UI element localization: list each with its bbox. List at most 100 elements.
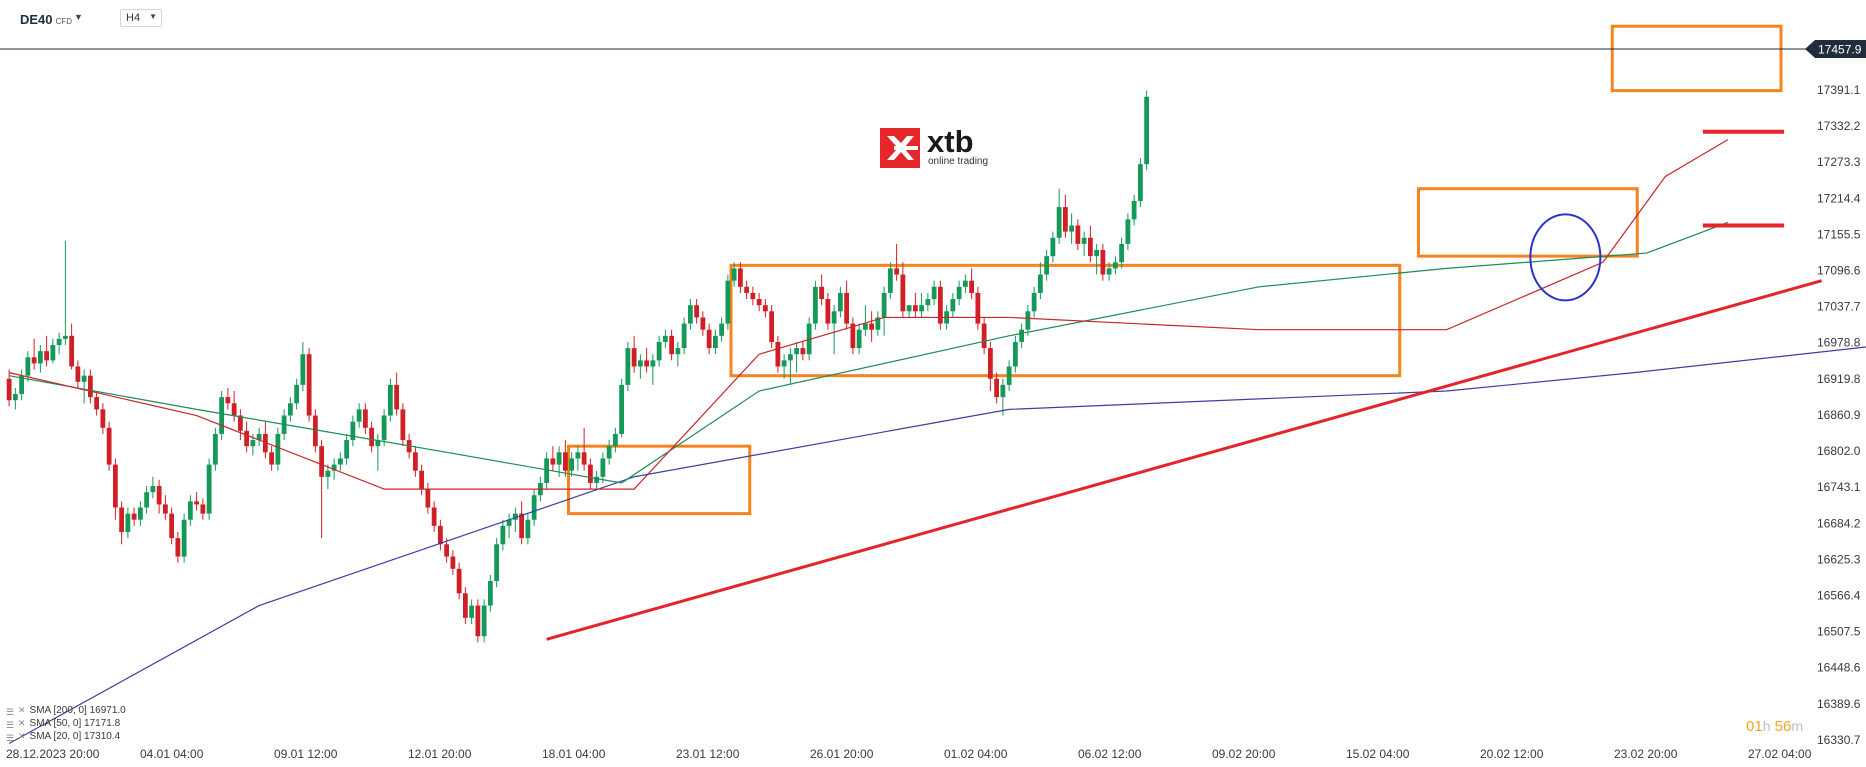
candle-body [69,335,75,367]
symbol-dropdown-icon[interactable]: ▼ [74,12,83,22]
candle-body [1112,262,1118,269]
time-tick-label: 27.02 04:00 [1748,747,1812,761]
candle-body [44,351,50,361]
range-box [567,444,752,516]
candle-body [431,507,437,526]
price-tick-label: 16860.9 [1817,408,1861,422]
candle-body [1000,384,1006,398]
candle-body [1075,225,1081,244]
candle-body [381,415,387,441]
price-tick-label: 17273.3 [1817,155,1861,169]
candle-body [356,409,362,422]
candle-body [700,317,706,330]
settings-icon[interactable]: ☰ [6,733,15,743]
candle-body [775,341,781,367]
remove-icon[interactable]: ✕ [18,705,26,715]
timeframe-dropdown-icon: ▼ [149,12,157,21]
candle-body [787,354,793,361]
candle-body [719,323,725,336]
candle-body [350,421,356,441]
candle-body [1144,96,1150,165]
candle-body [131,513,137,520]
candle-body [825,299,831,324]
candle-body [1069,225,1075,232]
price-tick-label: 16919.8 [1817,372,1861,386]
candle-body [644,360,650,367]
candle-body [587,464,593,483]
indicator-legend: ☰ ✕ SMA [200, 0] 16971.0 ☰ ✕ SMA [50, 0]… [6,704,126,743]
remove-icon[interactable]: ✕ [18,731,26,741]
timer-m-unit: m [1791,718,1804,734]
candle-body [800,348,806,355]
candle-body [225,397,231,404]
settings-icon[interactable]: ☰ [6,720,15,730]
candle-body [1119,243,1125,263]
price-tick-label: 16330.7 [1817,733,1861,747]
price-tick-label: 17332.2 [1817,119,1861,133]
candle-body [756,299,762,306]
candle-body [844,292,850,324]
legend-sma200[interactable]: ☰ ✕ SMA [200, 0] 16971.0 [6,704,126,717]
candle-body [144,492,150,508]
candle-body [375,440,381,447]
legend-label: SMA [200, 0] 16971.0 [29,705,126,716]
time-tick-label: 01.02 04:00 [944,747,1008,761]
legend-sma20[interactable]: ☰ ✕ SMA [20, 0] 17310.4 [6,730,126,743]
candle-body [1012,341,1018,367]
candle-body [769,311,775,342]
candle-body [462,593,468,618]
candle-body [575,452,581,459]
candle-body [275,433,281,465]
time-tick-label: 12.01 20:00 [408,747,472,761]
candle-body [162,504,168,514]
candle-body [100,409,106,428]
time-tick-label: 28.12.2023 20:00 [6,747,100,761]
timer-h-unit: h [1762,718,1771,734]
sma200-line [8,346,1866,745]
candle-body [425,489,431,508]
candle-body [362,409,368,428]
candle-body [37,351,43,364]
remove-icon[interactable]: ✕ [18,718,26,728]
candle-body [181,519,187,557]
legend-sma50[interactable]: ☰ ✕ SMA [50, 0] 17171.8 [6,717,126,730]
candle-body [531,495,537,520]
candle-body [650,360,656,367]
candle-body [1050,237,1056,257]
candle-body [175,538,181,557]
candle-body [894,268,900,275]
symbol-label[interactable]: DE40 CFD [20,12,72,27]
candle-body [231,403,237,416]
candle-body [1031,292,1037,312]
candle-body [600,458,606,477]
candle-body [475,605,481,637]
candle-body [194,501,200,505]
time-tick-label: 23.01 12:00 [676,747,740,761]
timeframe-select[interactable]: H4 ▼ [120,9,162,27]
sma20-line [8,139,1729,490]
candle-body [675,348,681,355]
candle-body [1056,207,1062,238]
candle-body [837,292,843,312]
candle-body [312,415,318,447]
candle-body [612,433,618,447]
candle-body [994,378,1000,398]
candle-body [831,311,837,324]
settings-icon[interactable]: ☰ [6,707,15,717]
candle-body [925,299,931,306]
candle-body [94,397,100,410]
candle-body [594,476,600,483]
candle-body [325,470,331,477]
candle-body [887,268,893,293]
candle-body [512,513,518,520]
candle-body [1025,311,1031,330]
candle-body [906,305,912,312]
current-price-tag [1805,40,1866,58]
candle-body [300,354,306,385]
candle-body [237,415,243,431]
price-tick-label: 16802.0 [1817,444,1861,458]
time-tick-label: 18.01 04:00 [542,747,606,761]
candle-body [494,544,500,582]
time-tick-label: 04.01 04:00 [140,747,204,761]
